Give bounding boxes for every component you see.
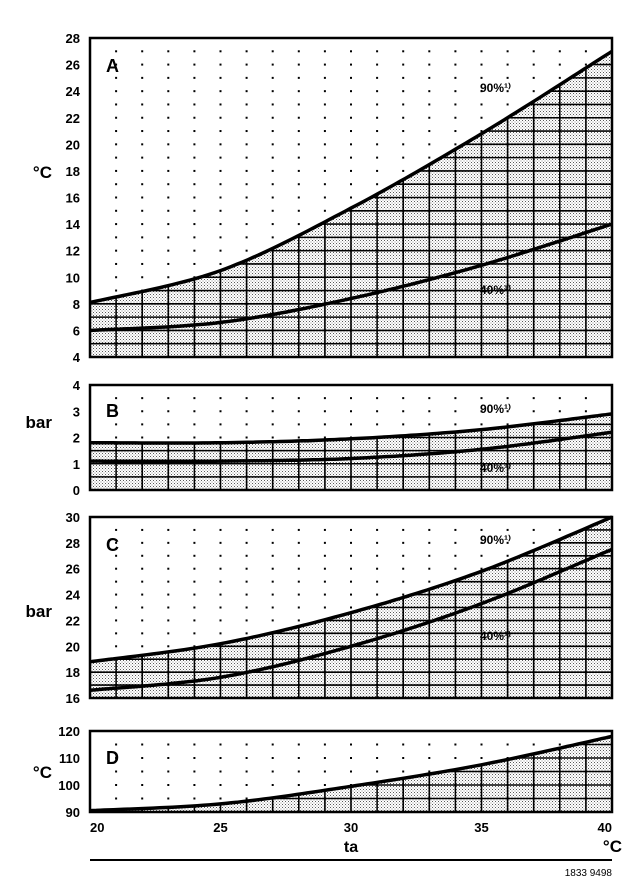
x-axis: 20 25 30 35 40 ta °C 1833 9498 xyxy=(90,820,622,879)
x-tick-label: 20 xyxy=(90,820,104,835)
plot-frame xyxy=(88,383,614,492)
y-tick-label: 24 xyxy=(66,84,81,99)
y-tick-label: 22 xyxy=(66,111,80,126)
y-tick-label: 14 xyxy=(66,217,81,232)
figure-reference: 1833 9498 xyxy=(565,868,613,879)
y-tick-label: 20 xyxy=(66,137,80,152)
x-tick-label: 25 xyxy=(213,820,227,835)
y-axis-unit: bar xyxy=(26,602,53,621)
y-tick-label: 110 xyxy=(59,751,80,766)
y-tick-label: 16 xyxy=(66,191,80,206)
series-label: 90%¹⁾ xyxy=(480,81,511,95)
y-tick-label: 16 xyxy=(66,691,80,706)
series-label: 90%¹⁾ xyxy=(480,402,511,416)
panel-letter: A xyxy=(106,56,119,76)
dot-grid xyxy=(115,743,587,800)
y-tick-label: 30 xyxy=(66,510,80,525)
y-axis-unit: bar xyxy=(26,413,53,432)
series-line xyxy=(89,547,613,692)
y-tick-label: 3 xyxy=(73,404,80,419)
dot-grid xyxy=(115,50,587,345)
y-tick-label: 100 xyxy=(58,778,80,793)
dot-grid xyxy=(115,528,587,687)
y-tick-label: 22 xyxy=(66,613,80,628)
y-tick-label: 120 xyxy=(58,724,80,739)
x-tick-label: 35 xyxy=(474,820,488,835)
series-label: 40%¹⁾ xyxy=(480,283,511,297)
series-label: 90%¹⁾ xyxy=(480,533,511,547)
series-label: 40%¹⁾ xyxy=(480,461,511,475)
y-tick-label: 20 xyxy=(66,639,80,654)
y-axis-unit: °C xyxy=(33,763,52,782)
y-tick-label: 24 xyxy=(66,588,81,603)
series-line xyxy=(90,430,613,464)
panel-b: 90%¹⁾ 40%¹⁾ 0 1 2 3 4 bar B xyxy=(26,378,614,498)
plot-frame xyxy=(88,729,614,814)
panel-a: 90%¹⁾ 40%¹⁾ 4 6 8 10 12 14 16 18 20 22 24 26 28 °C A xyxy=(33,31,614,365)
y-tick-label: 18 xyxy=(66,164,80,179)
y-tick-label: 1 xyxy=(73,457,80,472)
y-tick-label: 2 xyxy=(73,431,80,446)
y-tick-label: 26 xyxy=(66,562,80,577)
y-tick-label: 12 xyxy=(66,244,80,259)
x-tick-label: 30 xyxy=(344,820,358,835)
y-axis-unit: °C xyxy=(33,163,52,182)
series-label: 40%¹⁾ xyxy=(480,629,511,643)
series-line xyxy=(89,734,613,813)
series-line xyxy=(89,515,613,664)
y-tick-label: 18 xyxy=(66,665,80,680)
y-tick-label: 4 xyxy=(73,350,81,365)
series-line xyxy=(89,222,613,333)
y-tick-label: 6 xyxy=(73,323,80,338)
y-tick-label: 28 xyxy=(66,31,80,46)
plot-frame xyxy=(88,36,614,359)
x-tick-label: 40 xyxy=(598,820,612,835)
y-tick-label: 0 xyxy=(73,483,80,498)
y-tick-label: 90 xyxy=(66,805,80,820)
series-line xyxy=(90,412,613,445)
panel-letter: C xyxy=(106,535,119,555)
y-tick-label: 28 xyxy=(66,536,80,551)
panel-d: 90 100 110 120 °C D xyxy=(33,724,614,820)
dot-grid xyxy=(115,397,587,478)
x-axis-unit: °C xyxy=(603,837,622,856)
panel-letter: B xyxy=(106,401,119,421)
panel-c: 90%¹⁾ 40%¹⁾ 16 18 20 22 24 26 28 30 bar C xyxy=(26,510,614,706)
y-tick-label: 26 xyxy=(66,58,80,73)
x-axis-title: ta xyxy=(344,839,358,856)
y-tick-label: 4 xyxy=(73,378,81,393)
y-tick-label: 8 xyxy=(73,297,80,312)
panel-letter: D xyxy=(106,748,119,768)
y-tick-label: 10 xyxy=(66,270,80,285)
plot-frame xyxy=(88,515,614,700)
series-line xyxy=(89,49,613,305)
